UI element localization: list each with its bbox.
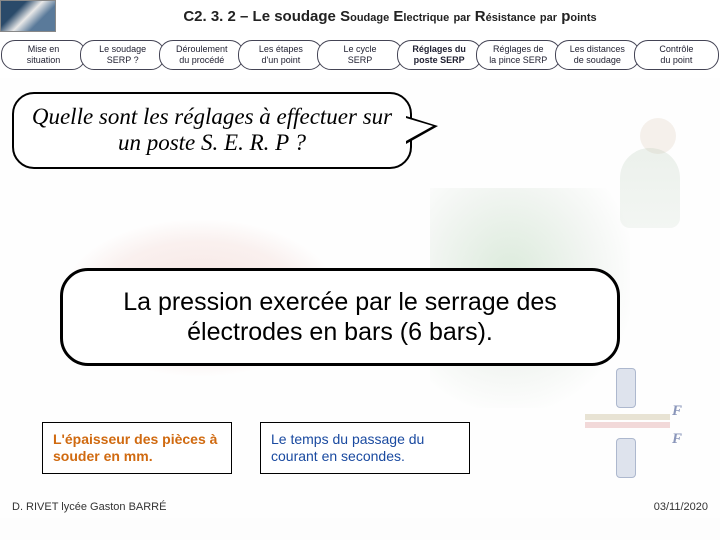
answer-main-box: La pression exercée par le serrage des é…	[60, 268, 620, 366]
nav-tab-line1: Le cycle	[343, 44, 376, 55]
nav-tab-line1: Les distances	[570, 44, 625, 55]
title-e: E	[393, 8, 403, 25]
nav-tab-line2: situation	[27, 55, 61, 66]
electrode-plate1	[585, 414, 670, 420]
header-thumbnail	[0, 0, 56, 32]
header-bar: C2. 3. 2 – Le soudage Soudage Electrique…	[0, 0, 720, 32]
nav-tab-0[interactable]: Mise ensituation	[1, 40, 86, 70]
force-label-top: F	[672, 403, 682, 420]
nav-tab-4[interactable]: Le cycleSERP	[317, 40, 402, 70]
nav-tab-line1: Mise en	[28, 44, 60, 55]
footer-author: D. RIVET lycée Gaston BARRÉ	[12, 501, 166, 513]
page-title: C2. 3. 2 – Le soudage Soudage Electrique…	[60, 8, 720, 25]
title-r: R	[475, 8, 486, 25]
title-sub4: oints	[570, 12, 596, 24]
nav-tab-line1: Déroulement	[176, 44, 228, 55]
ghost-electrode-diagram: F F	[580, 368, 680, 478]
nav-tab-line2: du procédé	[179, 55, 224, 66]
ghost-person	[580, 108, 690, 228]
nav-tab-line2: de soudage	[574, 55, 621, 66]
answer-thickness-box: L'épaisseur des pièces à souder en mm.	[42, 422, 232, 474]
nav-tab-line1: Réglages de	[493, 44, 544, 55]
nav-tab-2[interactable]: Déroulementdu procédé	[159, 40, 244, 70]
nav-tab-7[interactable]: Les distancesde soudage	[555, 40, 640, 70]
speech-bubble: Quelle sont les réglages à effectuer sur…	[12, 92, 412, 169]
answer-main-text: La pression exercée par le serrage des é…	[123, 288, 557, 346]
title-p: p	[561, 8, 570, 25]
slide-body: F F Quelle sont les réglages à effectuer…	[0, 78, 720, 518]
nav-tab-line1: Les étapes	[259, 44, 303, 55]
title-s: S	[340, 8, 350, 25]
nav-tab-line1: Réglages du	[412, 44, 466, 55]
nav-tab-line2: la pince SERP	[489, 55, 547, 66]
nav-tab-3[interactable]: Les étapesd'un point	[238, 40, 323, 70]
title-sub2: lectrique	[403, 12, 449, 24]
title-main: Le soudage	[253, 8, 336, 25]
answer-time-box: Le temps du passage du courant en second…	[260, 422, 470, 474]
nav-tabs: Mise ensituationLe soudageSERP ?Déroulem…	[0, 32, 720, 78]
nav-tab-line2: poste SERP	[414, 55, 465, 66]
nav-tab-line2: d'un point	[262, 55, 301, 66]
title-par1: par	[453, 12, 470, 24]
title-sub1: oudage	[350, 12, 389, 24]
nav-tab-line2: SERP	[348, 55, 373, 66]
nav-tab-1[interactable]: Le soudageSERP ?	[80, 40, 165, 70]
nav-tab-6[interactable]: Réglages dela pince SERP	[476, 40, 561, 70]
nav-tab-line2: du point	[660, 55, 692, 66]
electrode-plate2	[585, 422, 670, 428]
title-sub3: ésistance	[486, 12, 536, 24]
force-label-bottom: F	[672, 431, 682, 448]
footer: D. RIVET lycée Gaston BARRÉ 03/11/2020	[0, 496, 720, 518]
electrode-bottom	[616, 438, 636, 478]
nav-tab-line1: Le soudage	[99, 44, 146, 55]
nav-tab-line2: SERP ?	[107, 55, 139, 66]
title-par2: par	[540, 12, 557, 24]
nav-tab-8[interactable]: Contrôledu point	[634, 40, 719, 70]
nav-tab-line1: Contrôle	[659, 44, 693, 55]
electrode-top	[616, 368, 636, 408]
footer-date: 03/11/2020	[654, 501, 708, 513]
title-code: C2. 3. 2 –	[183, 8, 252, 25]
answer-time-text: Le temps du passage du courant en second…	[271, 431, 424, 464]
nav-tab-5[interactable]: Réglages duposte SERP	[397, 40, 482, 70]
answer-thickness-text: L'épaisseur des pièces à souder en mm.	[53, 431, 217, 464]
speech-text: Quelle sont les réglages à effectuer sur…	[32, 104, 392, 155]
